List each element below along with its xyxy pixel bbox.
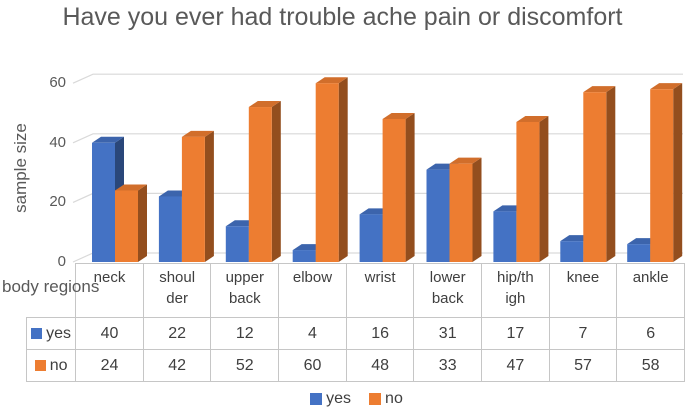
value-yes-elbow: 4 [278, 317, 347, 350]
value-no-neck: 24 [75, 349, 144, 382]
bar-no-upper-back [248, 101, 281, 262]
value-no-shoulder: 42 [142, 349, 212, 382]
table-header-ankle: ankle [616, 263, 685, 318]
no-series-swatch-icon [34, 359, 46, 371]
legend-no-swatch-icon [369, 393, 382, 405]
value-no-wrist: 48 [345, 349, 415, 382]
bar-no-hip-thigh [516, 115, 549, 262]
value-no-elbow: 60 [278, 349, 347, 382]
table-header-neck: neck [75, 263, 144, 318]
legend-label: no [385, 390, 403, 407]
y-tick-label: 60 [49, 74, 66, 92]
y-tick-label: 20 [49, 193, 66, 211]
table-header-hip-thigh: hip/th igh [481, 263, 550, 318]
series-name: yes [46, 324, 72, 342]
legend-label: yes [326, 390, 352, 407]
gridline [72, 133, 683, 144]
bar-no-lower-back [449, 157, 482, 262]
y-tick-label: 40 [49, 133, 66, 151]
bar-no-ankle [650, 83, 683, 262]
y-tick-label: 0 [57, 253, 66, 270]
table-header-elbow: elbow [278, 263, 347, 318]
legend-item-no: no [369, 390, 403, 408]
chart-title: Have you ever had trouble ache pain or d… [62, 3, 623, 31]
bar-no-wrist [382, 112, 415, 263]
table-row-label-yes: yes [25, 317, 77, 350]
table-header-shoulder: shoul der [142, 263, 212, 318]
value-no-ankle: 58 [616, 349, 685, 382]
chart-legend: yes no [14, 390, 685, 408]
value-no-knee: 57 [548, 349, 618, 382]
bar-no-shoulder [181, 130, 214, 262]
bar-no-elbow [315, 77, 348, 262]
value-yes-hip-thigh: 17 [481, 317, 550, 350]
table-header-knee: knee [548, 263, 618, 318]
value-no-hip-thigh: 47 [481, 349, 550, 382]
table-header-upper-back: upper back [210, 263, 280, 318]
y-axis-title: sample size [11, 123, 30, 213]
value-yes-shoulder: 22 [142, 317, 212, 350]
value-yes-upper-back: 12 [210, 317, 280, 350]
value-yes-knee: 7 [548, 317, 618, 350]
value-no-upper-back: 52 [210, 349, 280, 382]
gridline [72, 73, 683, 84]
series-name: no [49, 356, 68, 374]
bar-no-neck [115, 184, 147, 262]
value-no-lower-back: 33 [413, 349, 483, 382]
legend-yes-swatch-icon [310, 393, 323, 405]
table-header-wrist: wrist [345, 263, 415, 318]
value-yes-ankle: 6 [616, 317, 685, 350]
value-yes-neck: 40 [75, 317, 144, 350]
table-header-lower-back: lower back [413, 263, 483, 318]
legend-item-yes: yes [310, 390, 351, 408]
x-axis-title: body regions [2, 277, 100, 296]
value-yes-lower-back: 31 [413, 317, 483, 350]
bar-no-knee [583, 86, 616, 262]
data-table: neck shoul der upper back elbow wrist lower back… [25, 263, 685, 382]
table-row-label-no: no [25, 349, 77, 382]
value-yes-wrist: 16 [345, 317, 415, 350]
yes-series-swatch-icon [31, 327, 43, 339]
